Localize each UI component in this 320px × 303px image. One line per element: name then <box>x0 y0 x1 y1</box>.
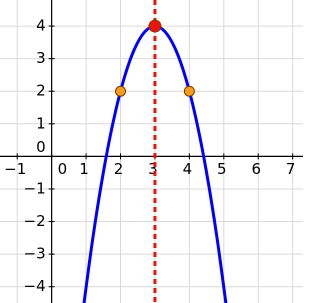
y-tick-label: 2 <box>36 82 46 100</box>
point <box>148 19 162 33</box>
y-tick-label: 1 <box>36 114 46 132</box>
x-tick-label: 4 <box>183 160 193 178</box>
y-tick-label: 4 <box>36 17 46 35</box>
y-tick-label: 3 <box>36 49 46 67</box>
y-tick-label: −1 <box>24 179 46 197</box>
page: {"chart_data": {"type": "function-plot",… <box>0 0 303 303</box>
y-tick-label: 0 <box>36 138 46 156</box>
x-tick-label: 6 <box>251 160 261 178</box>
y-tick-label: −2 <box>24 212 46 230</box>
x-tick-label: −1 <box>4 160 26 178</box>
x-tick-label: 1 <box>79 160 89 178</box>
point <box>115 85 127 97</box>
x-tick-label: 5 <box>217 160 227 178</box>
point <box>183 85 195 97</box>
y-tick-label: −4 <box>24 277 46 295</box>
x-tick-label: 2 <box>114 160 124 178</box>
x-tick-label: 7 <box>286 160 296 178</box>
y-tick-label: −3 <box>24 245 46 263</box>
x-tick-label: 0 <box>58 160 68 178</box>
x-tick-label: 3 <box>148 160 158 178</box>
